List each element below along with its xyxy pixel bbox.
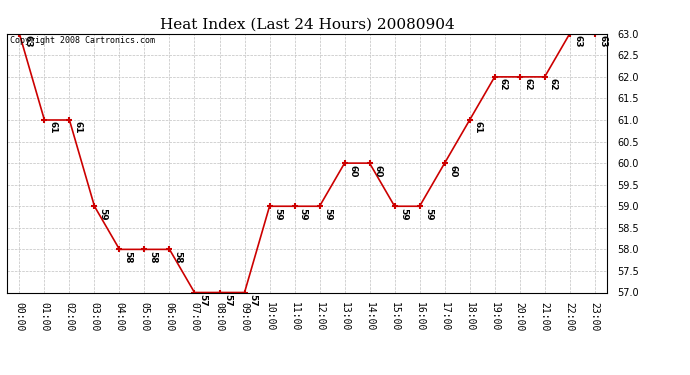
Text: 58: 58 bbox=[124, 251, 132, 263]
Text: 59: 59 bbox=[99, 208, 108, 220]
Text: 62: 62 bbox=[524, 78, 533, 91]
Text: 59: 59 bbox=[424, 208, 433, 220]
Text: 59: 59 bbox=[299, 208, 308, 220]
Text: 63: 63 bbox=[599, 35, 608, 48]
Text: 61: 61 bbox=[474, 122, 483, 134]
Title: Heat Index (Last 24 Hours) 20080904: Heat Index (Last 24 Hours) 20080904 bbox=[159, 17, 455, 31]
Text: 59: 59 bbox=[399, 208, 408, 220]
Text: 63: 63 bbox=[23, 35, 32, 48]
Text: 57: 57 bbox=[224, 294, 233, 306]
Text: 59: 59 bbox=[324, 208, 333, 220]
Text: 60: 60 bbox=[448, 165, 457, 177]
Text: 58: 58 bbox=[148, 251, 157, 263]
Text: 61: 61 bbox=[74, 122, 83, 134]
Text: 60: 60 bbox=[348, 165, 357, 177]
Text: 57: 57 bbox=[248, 294, 257, 306]
Text: 62: 62 bbox=[499, 78, 508, 91]
Text: Copyright 2008 Cartronics.com: Copyright 2008 Cartronics.com bbox=[10, 36, 155, 45]
Text: 63: 63 bbox=[574, 35, 583, 48]
Text: 57: 57 bbox=[199, 294, 208, 306]
Text: 61: 61 bbox=[48, 122, 57, 134]
Text: 58: 58 bbox=[174, 251, 183, 263]
Text: 59: 59 bbox=[274, 208, 283, 220]
Text: 60: 60 bbox=[374, 165, 383, 177]
Text: 62: 62 bbox=[549, 78, 558, 91]
